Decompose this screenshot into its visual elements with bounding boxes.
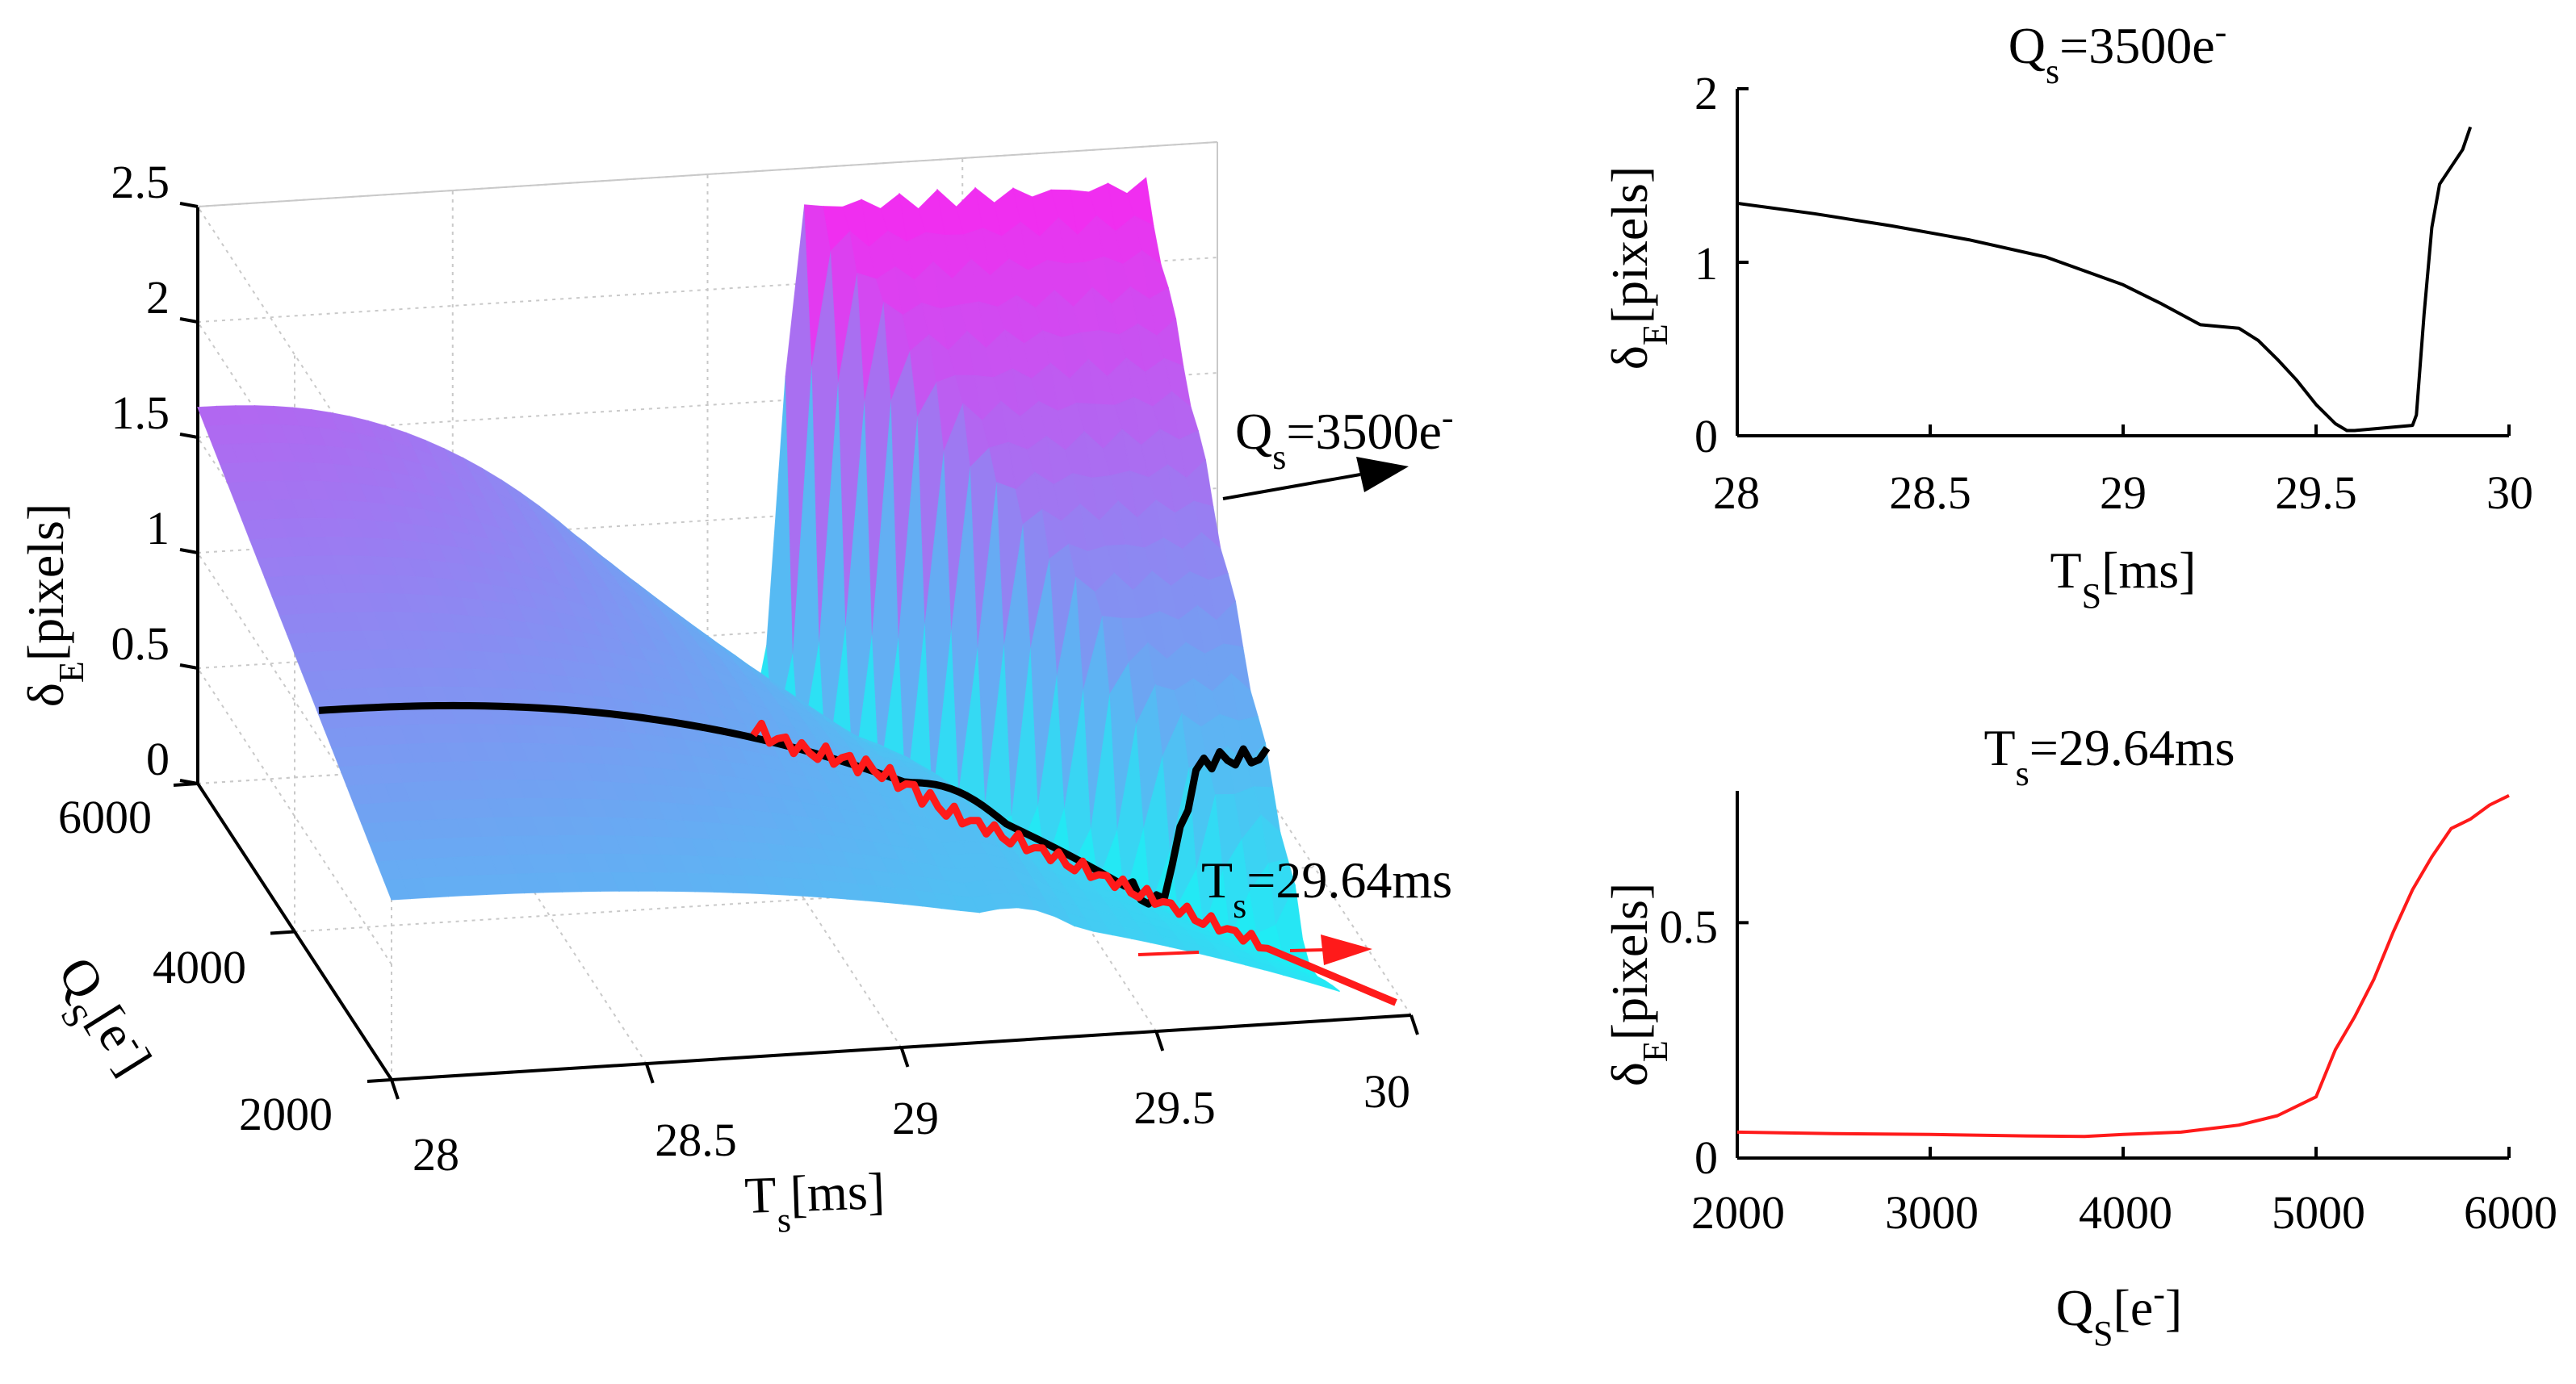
z-tick-label: 0.5	[111, 617, 170, 670]
box-edge	[197, 141, 1218, 207]
z-tick-label: 1.5	[111, 387, 170, 439]
t-tick-mark	[1154, 1031, 1165, 1052]
t-tick-label: 28	[413, 1128, 459, 1181]
t-tick-mark	[390, 1079, 400, 1100]
z-tick-mark	[179, 317, 199, 324]
annotation-q-arrow-line	[1222, 473, 1361, 500]
plot-q-x-tick-label: 28	[1713, 466, 1760, 519]
q-tick-label: 6000	[58, 791, 152, 843]
plot-q-y-tick-label: 0	[1694, 410, 1718, 462]
surface-slice-t-29-64	[750, 719, 1397, 1006]
plot-q-x-tick-label: 28.5	[1889, 466, 1971, 519]
t-axis-title: Ts[ms]	[743, 1162, 886, 1241]
q-tick-label: 4000	[153, 941, 246, 993]
grid-line	[451, 767, 647, 1064]
plot-t-x-tick-label: 4000	[2079, 1186, 2172, 1239]
z-tick-label: 2.5	[111, 156, 170, 208]
q-tick-mark	[367, 1078, 392, 1083]
plot-q-x-axis-title: TS[ms]	[2050, 541, 2197, 616]
t-tick-mark	[1409, 1014, 1419, 1035]
plot-q-x-tick-label: 29	[2100, 466, 2147, 519]
grid-line	[706, 751, 903, 1048]
annotation-t-arrow-head	[1321, 935, 1372, 965]
surface-slices	[318, 701, 1397, 1006]
t-tick-mark	[899, 1047, 910, 1068]
plot-t-y-axis-title: δE[pixels]	[1601, 883, 1675, 1087]
plot-t-axes	[1736, 791, 2511, 1160]
t-tick-label: 28.5	[655, 1114, 737, 1166]
plot-q-title: Qs=3500e-	[2008, 12, 2227, 91]
surface-plot: 0 0.5 1 1.5 2 2.5 δE[pixels] 2000 4000 6…	[17, 141, 1454, 1241]
plot-t-slice: Ts=29.64ms 2000 3000 4000 5000 6000 0 0.…	[1601, 719, 2557, 1353]
plot-t-x-tick-label: 2000	[1691, 1186, 1785, 1239]
plot-q-x-tick-label: 30	[2486, 466, 2533, 519]
plot-q-x-ticks: 28 28.5 29 29.5 30	[1713, 466, 2533, 519]
plot-q-x-tick-label: 29.5	[2275, 466, 2357, 519]
t-tick-mark	[644, 1063, 655, 1084]
z-tick-mark	[179, 663, 199, 670]
grid-line	[1217, 718, 1412, 1016]
plot-t-x-tick-label: 3000	[1885, 1186, 1979, 1239]
plot-t-y-tick-label: 0	[1694, 1131, 1718, 1184]
annotation-q-slice: Qs=3500e-	[1235, 398, 1454, 477]
grid-line	[197, 667, 392, 965]
plot-t-x-tick-label: 6000	[2464, 1186, 2557, 1239]
plot-q-y-axis-title: δE[pixels]	[1601, 166, 1675, 370]
plot-q-series-line	[1736, 126, 2473, 433]
plot-t-x-tick-label: 5000	[2272, 1186, 2365, 1239]
plot-q-axes	[1736, 87, 2511, 437]
z-tick-mark	[179, 548, 199, 554]
plot-t-title: Ts=29.64ms	[1984, 719, 2235, 793]
z-tick-mark	[179, 202, 199, 208]
t-tick-label: 29.5	[1133, 1081, 1216, 1134]
q-tick-label: 2000	[239, 1088, 333, 1140]
plot-q-slice: Qs=3500e- 28 28.5 29 29.5 30 0 1 2 TS[ms…	[1601, 12, 2533, 616]
z-tick-mark	[179, 779, 199, 785]
plot-t-marks	[1736, 794, 2510, 1139]
q-tick-mark	[270, 930, 295, 935]
grid-line	[294, 866, 1315, 933]
z-tick-label: 1	[146, 502, 170, 554]
t-tick-labels: 28 28.5 29 29.5 30	[413, 1065, 1410, 1181]
q-axis-title: QS[e-]	[33, 944, 167, 1093]
t-tick-label: 30	[1363, 1065, 1410, 1118]
z-tick-label: 2	[146, 271, 170, 324]
annotation-t-arrow-line	[1137, 951, 1200, 956]
plot-q-y-tick-label: 2	[1694, 67, 1718, 119]
plot-t-x-axis-title: QS[e-]	[2056, 1274, 2182, 1353]
plot-q-y-tick-label: 1	[1694, 237, 1718, 290]
grid-line	[961, 734, 1158, 1032]
plot-t-y-tick-label: 0.5	[1660, 901, 1719, 953]
z-tick-label: 0	[146, 733, 170, 785]
plot-t-series-line	[1736, 794, 2510, 1139]
z-tick-labels: 0 0.5 1 1.5 2 2.5	[111, 156, 170, 785]
annotation-t-slice: Ts=29.64ms	[1201, 851, 1452, 926]
surface-axes	[173, 141, 1419, 1100]
surface-mesh	[197, 177, 1340, 993]
annotation-q-arrow-head	[1356, 457, 1409, 492]
q-tick-labels: 2000 4000 6000	[58, 791, 333, 1140]
annotation-t-arrow-line-2	[1289, 948, 1325, 952]
plot-q-y-ticks: 0 1 2	[1694, 67, 1718, 462]
z-tick-mark	[179, 433, 199, 439]
t-tick-label: 29	[892, 1092, 939, 1144]
surface-patch	[1313, 978, 1340, 993]
z-axis-title: δE[pixels]	[17, 504, 91, 708]
plot-t-x-ticks: 2000 3000 4000 5000 6000	[1691, 1186, 2557, 1239]
plot-t-y-ticks: 0 0.5	[1660, 901, 1719, 1184]
plot-q-marks	[1736, 126, 2473, 433]
